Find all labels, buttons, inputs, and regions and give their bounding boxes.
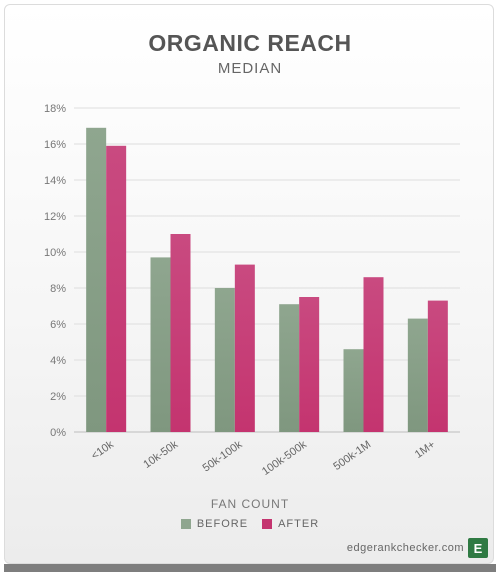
y-tick-label: 12% xyxy=(44,211,66,223)
x-tick-label: 10k-50k xyxy=(141,438,180,471)
y-tick-label: 6% xyxy=(50,319,66,331)
legend: BEFORE AFTER xyxy=(0,518,500,530)
y-tick-label: 18% xyxy=(44,103,66,115)
y-tick-label: 0% xyxy=(50,427,66,439)
chart-subtitle: MEDIAN xyxy=(217,60,283,77)
bar-before xyxy=(279,304,300,432)
bar-after xyxy=(106,145,127,433)
bar-before xyxy=(150,257,171,432)
legend-swatch-before xyxy=(180,519,191,529)
bar-after xyxy=(170,234,191,432)
bar-before xyxy=(214,288,235,432)
x-tick-label: <10k xyxy=(89,438,116,462)
bar-before xyxy=(407,318,428,432)
legend-label-after: AFTER xyxy=(278,518,320,530)
x-tick-label: 100k-500k xyxy=(260,438,309,478)
y-tick-label: 8% xyxy=(50,283,66,295)
bottom-bar xyxy=(4,564,496,572)
bar-before xyxy=(343,349,364,432)
brand-logo: E xyxy=(468,538,488,558)
legend-label-before: BEFORE xyxy=(196,518,249,530)
x-tick-label: 1M+ xyxy=(413,439,438,461)
x-tick-label: 50k-100k xyxy=(201,438,245,474)
y-tick-label: 10% xyxy=(44,247,66,259)
legend-item-before: BEFORE xyxy=(180,518,249,530)
bar-after xyxy=(299,297,320,432)
legend-swatch-after xyxy=(262,519,273,529)
x-axis-label: FAN COUNT xyxy=(210,497,290,511)
y-tick-label: 2% xyxy=(50,391,66,403)
bar-before xyxy=(86,127,107,433)
bar-after xyxy=(427,300,448,432)
bar-after xyxy=(234,264,255,432)
y-tick-label: 4% xyxy=(50,355,66,367)
bar-after xyxy=(363,277,384,432)
y-tick-label: 16% xyxy=(44,139,66,151)
brand-url[interactable]: edgerankchecker.com xyxy=(346,542,464,554)
chart-title: ORGANIC REACH xyxy=(148,30,352,56)
legend-item-after: AFTER xyxy=(262,518,319,530)
y-tick-label: 14% xyxy=(44,175,66,187)
x-tick-label: 500k-1M xyxy=(331,439,373,473)
